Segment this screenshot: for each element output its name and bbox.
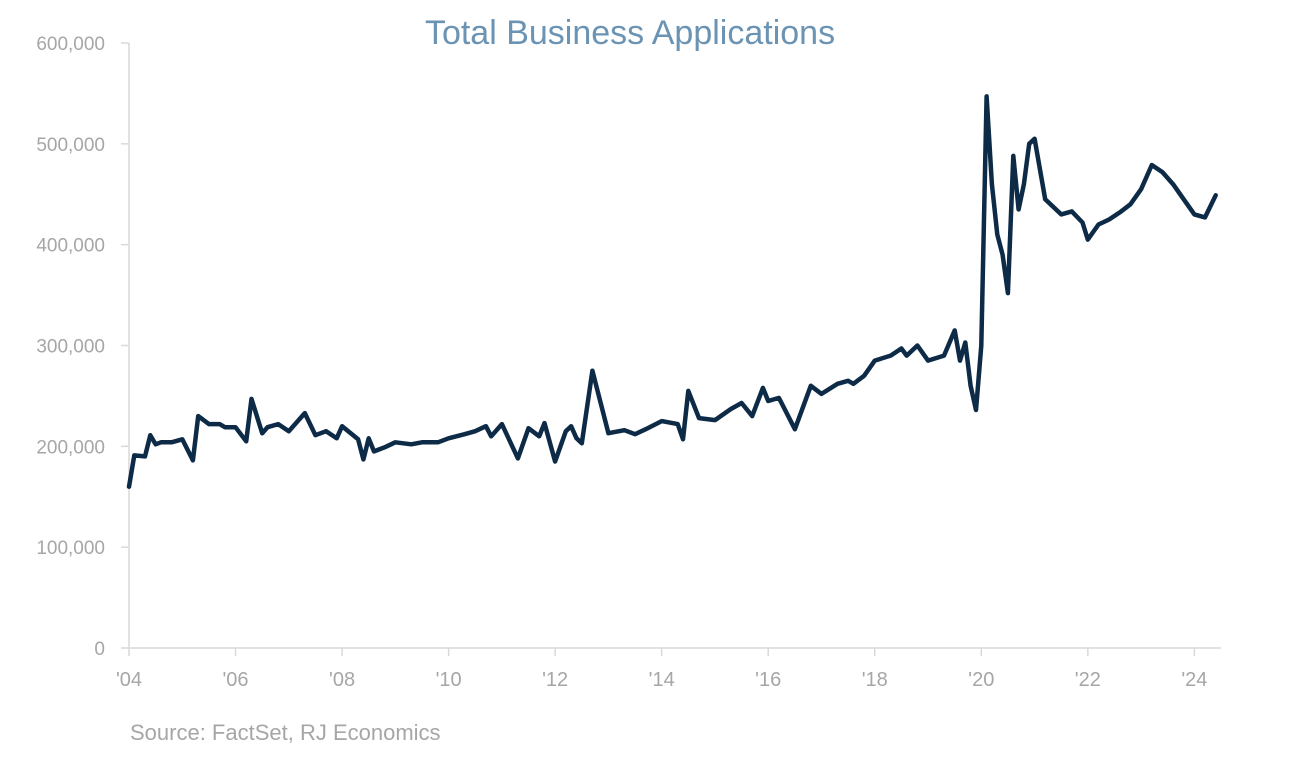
x-tick-label: '18 [862, 669, 888, 691]
y-tick-label: 0 [94, 639, 105, 660]
y-tick-label: 400,000 [36, 236, 105, 257]
x-tick-label: '24 [1181, 669, 1207, 691]
x-tick-label: '06 [222, 669, 248, 691]
x-tick-label: '12 [542, 669, 568, 691]
x-tick-label: '08 [329, 669, 355, 691]
y-tick-label: 500,000 [36, 135, 105, 156]
y-tick-label: 600,000 [36, 34, 105, 55]
chart-source-note: Source: FactSet, RJ Economics [130, 720, 441, 745]
x-tick-label: '20 [968, 669, 994, 691]
x-tick-label: '14 [649, 669, 675, 691]
y-tick-label: 200,000 [36, 437, 105, 458]
x-tick-label: '16 [755, 669, 781, 691]
y-tick-label: 300,000 [36, 337, 105, 358]
chart-title: Total Business Applications [424, 14, 836, 52]
x-tick-label: '22 [1075, 669, 1101, 691]
x-tick-label: '10 [436, 669, 462, 691]
y-tick-label: 100,000 [36, 538, 105, 559]
x-tick-label: '04 [116, 669, 142, 691]
series-line-total-business-applications [126, 94, 1218, 489]
